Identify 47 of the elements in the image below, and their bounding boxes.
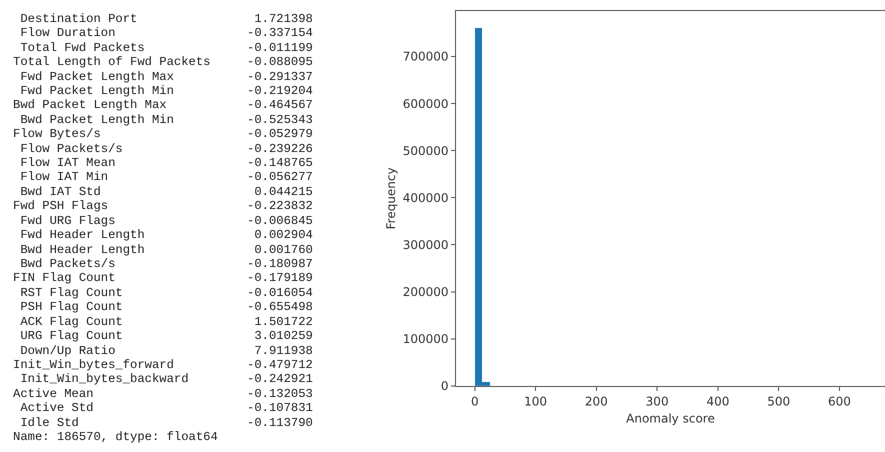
text: RST Flag Count -0.016054 [13, 286, 313, 300]
text: Init_Win_bytes_backward -0.242921 [13, 372, 313, 386]
y-tick-label: 600000 [402, 96, 448, 111]
text: Total Fwd Packets -0.011199 [13, 41, 313, 55]
text: Bwd Packets/s -0.180987 [13, 257, 313, 271]
text: Flow Packets/s -0.239226 [13, 142, 313, 156]
text: Bwd Header Length 0.001760 [13, 243, 313, 257]
text: PSH Flag Count -0.655498 [13, 300, 313, 314]
text: Fwd PSH Flags -0.223832 [13, 199, 313, 213]
y-tick-label: 0 [440, 379, 448, 394]
text: Fwd URG Flags -0.006845 [13, 214, 313, 228]
text: ACK Flag Count 1.501722 [13, 315, 313, 329]
text: Active Std -0.107831 [13, 401, 313, 415]
x-tick-label: 200 [584, 394, 608, 408]
y-tick-label: 100000 [402, 332, 448, 346]
text: Bwd IAT Std 0.044215 [13, 185, 313, 199]
text: Name: 186570, dtype: float64 [13, 430, 218, 444]
y-tick-label: 700000 [402, 50, 448, 64]
text: Init_Win_bytes_forward -0.479712 [13, 358, 313, 372]
text: URG Flag Count 3.010259 [13, 329, 313, 343]
y-tick-label: 300000 [402, 238, 448, 252]
x-tick-label: 0 [471, 394, 479, 408]
text: Flow IAT Min -0.056277 [13, 170, 313, 184]
text: Down/Up Ratio 7.911938 [13, 344, 313, 358]
x-tick-label: 600 [828, 394, 851, 408]
text: Destination Port 1.721398 [13, 12, 313, 26]
y-tick-label: 200000 [402, 285, 448, 299]
text: Bwd Packet Length Min -0.525343 [13, 113, 313, 127]
text: Flow IAT Mean -0.148765 [13, 156, 313, 170]
x-tick-label: 500 [767, 394, 790, 408]
y-axis-title: Frequency [384, 167, 398, 230]
text: Idle Std -0.113790 [13, 416, 313, 430]
text: Bwd Packet Length Max -0.464567 [13, 98, 313, 112]
x-tick-label: 400 [706, 394, 730, 408]
text: FIN Flag Count -0.179189 [13, 271, 313, 285]
x-tick-label: 100 [524, 394, 548, 408]
text: Flow Bytes/s -0.052979 [13, 127, 313, 141]
y-tick-label: 400000 [402, 190, 448, 205]
y-tick-label: 500000 [402, 144, 448, 158]
text: Fwd Packet Length Max -0.291337 [13, 70, 313, 84]
text: Fwd Packet Length Min -0.219204 [13, 84, 313, 98]
x-axis-title: Anomaly score [626, 411, 715, 426]
text: Active Mean -0.132053 [13, 387, 313, 401]
text: Total Length of Fwd Packets -0.088095 [13, 55, 313, 69]
x-tick-label: 300 [646, 394, 669, 408]
text: Flow Duration -0.337154 [13, 26, 313, 40]
text: Fwd Header Length 0.002904 [13, 228, 313, 242]
